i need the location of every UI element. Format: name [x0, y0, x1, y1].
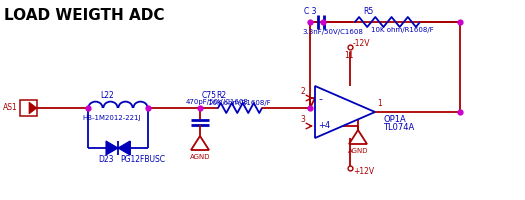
Text: 3: 3 [300, 114, 305, 123]
Text: AS1: AS1 [3, 104, 18, 112]
FancyBboxPatch shape [20, 100, 37, 116]
Text: 1: 1 [377, 99, 382, 108]
Text: 470pF/50V/C1608: 470pF/50V/C1608 [186, 99, 249, 105]
Text: -: - [318, 94, 322, 104]
Text: 11: 11 [344, 51, 353, 60]
Text: 3.3nF/50V/C1608: 3.3nF/50V/C1608 [302, 29, 363, 35]
Text: 10K ohm/R1608/F: 10K ohm/R1608/F [371, 27, 434, 33]
Text: R2: R2 [216, 90, 226, 99]
Text: AGND: AGND [190, 154, 210, 160]
Polygon shape [29, 102, 37, 114]
Text: C 3: C 3 [304, 6, 317, 16]
Text: OP1A: OP1A [383, 114, 406, 123]
Polygon shape [191, 136, 209, 150]
Text: PG12FBUSC: PG12FBUSC [120, 156, 165, 164]
Polygon shape [118, 141, 130, 155]
Text: HB-1M2012-221J: HB-1M2012-221J [82, 115, 141, 121]
Text: 2: 2 [300, 86, 305, 96]
Text: D23: D23 [98, 156, 113, 164]
Text: TL074A: TL074A [383, 122, 414, 132]
Text: +12V: +12V [353, 168, 374, 176]
Text: AGND: AGND [348, 148, 368, 154]
Text: C75: C75 [202, 90, 217, 99]
Polygon shape [349, 130, 367, 144]
Text: R5: R5 [363, 6, 373, 16]
Text: -12V: -12V [353, 40, 371, 48]
Polygon shape [106, 141, 118, 155]
Text: 10K ohm/R1608/F: 10K ohm/R1608/F [208, 100, 271, 106]
Text: LOAD WEIGTH ADC: LOAD WEIGTH ADC [4, 8, 164, 23]
Text: +4: +4 [318, 120, 330, 130]
Text: L22: L22 [100, 90, 114, 99]
Polygon shape [315, 86, 375, 138]
